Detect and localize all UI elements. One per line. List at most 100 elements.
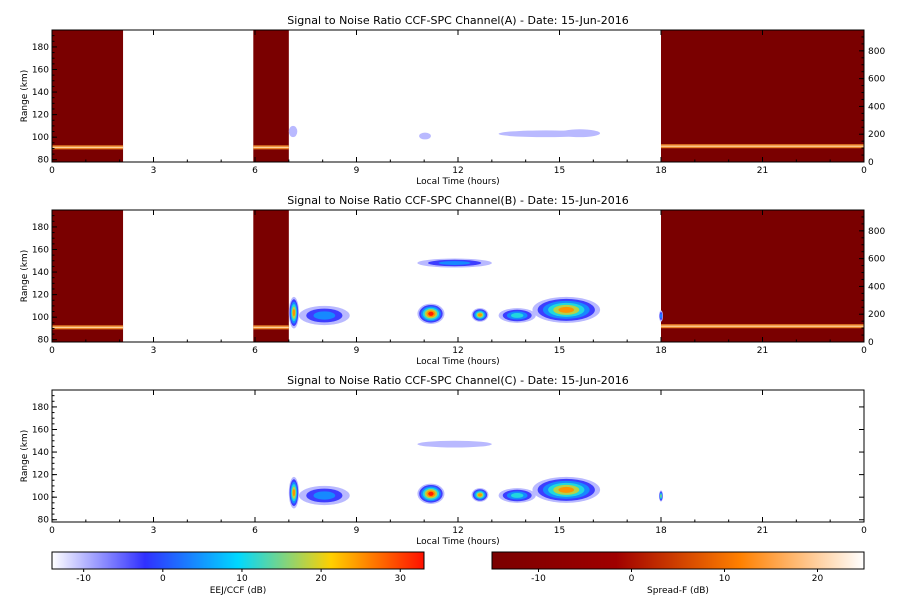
x-tick-label: 0	[49, 166, 55, 176]
eej-echo	[417, 440, 492, 448]
y-tick-label: 160	[32, 245, 49, 255]
y2-tick-label: 200	[868, 130, 885, 140]
x-tick-label: 18	[655, 346, 667, 356]
x-tick-label: 12	[452, 526, 463, 536]
spread-f-layer-core	[52, 146, 124, 148]
colorbar-tick-label: -10	[531, 574, 546, 584]
colorbar-tick-label: 30	[395, 574, 407, 584]
y-tick-label: 180	[32, 403, 49, 413]
spread-f-block	[52, 210, 124, 342]
y-axis-label: Range (km)	[20, 430, 30, 482]
spread-f-layer-core	[52, 326, 124, 328]
panel-title: Signal to Noise Ratio CCF-SPC Channel(A)…	[287, 14, 628, 27]
colorbar-label: EEJ/CCF (dB)	[210, 586, 267, 596]
y-tick-label: 80	[38, 336, 50, 346]
eej-echo	[660, 313, 662, 319]
y-tick-label: 80	[38, 516, 50, 526]
x-tick-label: 3	[151, 346, 157, 356]
x-axis-label: Local Time (hours)	[416, 537, 499, 547]
y2-tick-label: 800	[868, 227, 885, 237]
x-tick-label: 12	[452, 166, 463, 176]
colorbar-spread-f: -10 0 10 20 Spread-F (dB)	[491, 551, 865, 596]
eej-echo	[660, 494, 662, 498]
eej-echo	[559, 129, 601, 138]
y-tick-label: 140	[32, 268, 49, 278]
plot-frame	[51, 389, 865, 523]
x-tick-label: 3	[151, 526, 157, 536]
y-tick-label: 180	[32, 223, 49, 233]
x-tick-label: 0	[861, 526, 867, 536]
panel-b: Signal to Noise Ratio CCF-SPC Channel(B)…	[20, 194, 885, 367]
x-tick-label: 9	[354, 346, 360, 356]
eej-echo	[511, 493, 524, 498]
x-tick-label: 15	[554, 346, 565, 356]
y2-tick-label: 400	[868, 282, 885, 292]
x-tick-label: 6	[252, 166, 258, 176]
x-tick-label: 6	[252, 346, 258, 356]
x-tick-label: 0	[49, 526, 55, 536]
panel-title: Signal to Noise Ratio CCF-SPC Channel(C)…	[287, 374, 629, 387]
spread-f-layer-core	[661, 325, 864, 327]
y-tick-label: 180	[32, 43, 49, 53]
y-tick-label: 160	[32, 65, 49, 75]
spread-f-layer-core	[253, 326, 289, 328]
y-tick-label: 100	[32, 313, 49, 323]
panel-c: Signal to Noise Ratio CCF-SPC Channel(C)…	[20, 374, 867, 547]
panel-title: Signal to Noise Ratio CCF-SPC Channel(B)…	[287, 194, 629, 207]
x-tick-label: 3	[151, 166, 157, 176]
y-tick-label: 120	[32, 111, 49, 121]
eej-echo	[292, 489, 296, 497]
colorbar-tick-label: 10	[236, 574, 248, 584]
colorbar-bar	[51, 551, 425, 570]
x-axis-label: Local Time (hours)	[416, 357, 499, 367]
x-tick-label: 18	[655, 526, 667, 536]
x-tick-label: 9	[354, 166, 360, 176]
eej-echo	[428, 311, 434, 316]
y2-tick-label: 0	[868, 338, 874, 348]
spread-f-block	[52, 30, 124, 162]
y-tick-label: 140	[32, 448, 49, 458]
panel-a: Signal to Noise Ratio CCF-SPC Channel(A)…	[20, 14, 885, 187]
eej-echo	[313, 491, 336, 500]
y-axis-label: Range (km)	[20, 250, 30, 302]
y2-tick-label: 600	[868, 75, 885, 85]
colorbar-tick-label: 20	[812, 574, 824, 584]
eej-echo	[478, 493, 482, 497]
x-tick-label: 12	[452, 346, 463, 356]
x-tick-label: 15	[554, 526, 565, 536]
colorbar-tick-label: 10	[719, 574, 731, 584]
colorbar-tick-label: 20	[315, 574, 327, 584]
spread-f-block	[661, 210, 864, 342]
x-tick-label: 21	[757, 526, 768, 536]
eej-echo	[419, 132, 431, 140]
y-tick-label: 120	[32, 471, 49, 481]
eej-echo	[511, 313, 524, 318]
y-tick-label: 140	[32, 88, 49, 98]
spread-f-block	[661, 30, 864, 162]
y-tick-label: 80	[38, 156, 50, 166]
x-tick-label: 15	[554, 166, 565, 176]
eej-echo	[288, 125, 298, 138]
x-tick-label: 21	[757, 346, 768, 356]
y-tick-label: 160	[32, 425, 49, 435]
spread-f-block	[253, 210, 289, 342]
x-tick-label: 9	[354, 526, 360, 536]
eej-echo	[558, 486, 575, 493]
x-axis-label: Local Time (hours)	[416, 177, 499, 187]
y2-tick-label: 400	[868, 102, 885, 112]
x-tick-label: 0	[861, 346, 867, 356]
y2-tick-label: 200	[868, 310, 885, 320]
y2-tick-label: 600	[868, 255, 885, 265]
spread-f-block	[253, 30, 289, 162]
eej-echo	[558, 306, 575, 313]
y-tick-label: 100	[32, 133, 49, 143]
y-tick-label: 120	[32, 291, 49, 301]
colorbar-tick-label: 0	[160, 574, 166, 584]
x-tick-label: 0	[49, 346, 55, 356]
colorbar-label: Spread-F (dB)	[647, 586, 709, 596]
colorbar-tick-label: -10	[76, 574, 91, 584]
eej-echo	[428, 491, 434, 496]
spread-f-layer-core	[661, 145, 864, 147]
colorbar-bar	[491, 551, 865, 570]
